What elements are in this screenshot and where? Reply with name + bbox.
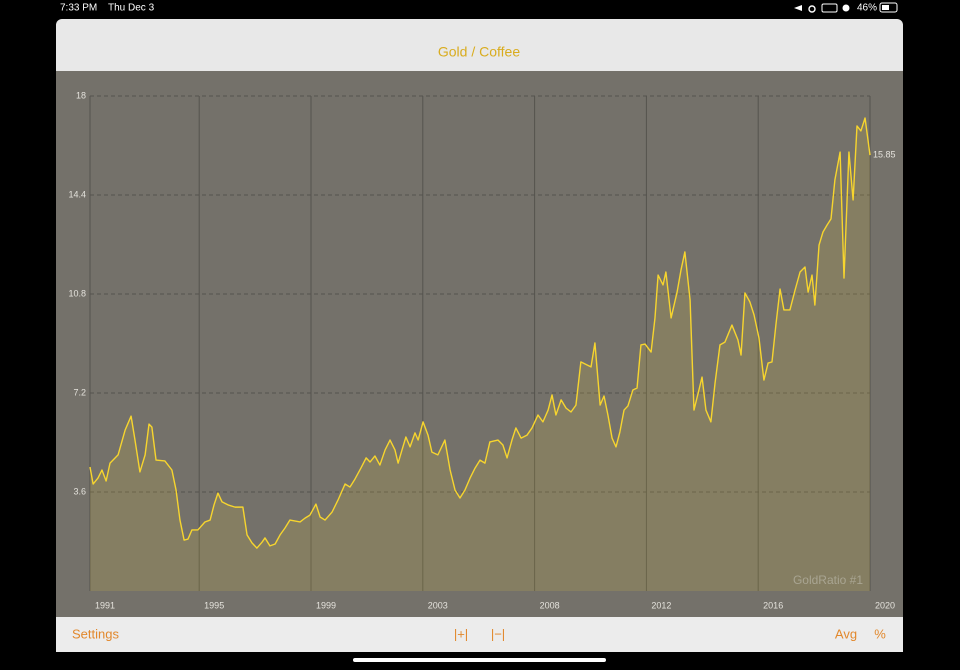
toolbar: [56, 617, 903, 652]
chart-title: Gold / Coffee: [438, 44, 520, 60]
header-bar-fill: [56, 60, 903, 71]
airplane-icon: [794, 5, 802, 11]
watermark: GoldRatio #1: [793, 573, 863, 587]
zoom-in-button[interactable]: |+|: [454, 626, 468, 641]
status-icons: [794, 3, 850, 13]
x-tick-label: 1999: [316, 600, 336, 610]
x-tick-label: 1995: [204, 600, 224, 610]
x-tick-label: 2016: [763, 600, 783, 610]
settings-button[interactable]: Settings: [72, 626, 119, 641]
x-tick-label: 2008: [540, 600, 560, 610]
battery-icon: [879, 2, 898, 13]
x-tick-label: 1991: [95, 600, 115, 610]
y-tick-label: 3.6: [73, 486, 86, 496]
status-date: Thu Dec 3: [108, 3, 155, 14]
y-tick-label: 7.2: [73, 387, 86, 397]
battery-level: [882, 5, 889, 10]
home-indicator: [353, 658, 606, 662]
vpn-icon: [821, 3, 838, 13]
line: [89, 117, 871, 549]
x-tick-label: 2003: [428, 600, 448, 610]
status-time: 7:33 PM: [60, 3, 97, 14]
percent-button[interactable]: %: [874, 626, 886, 641]
moon-icon: [842, 4, 850, 12]
header-bar: [56, 19, 903, 71]
wifi-icon: [808, 5, 816, 13]
status-battery: 46%: [857, 3, 877, 14]
x-tick-label: 2020: [875, 600, 895, 610]
y-tick-label: 18: [76, 90, 86, 100]
area: [90, 118, 870, 591]
y-tick-label: 14.4: [68, 189, 86, 199]
last-value-label: 15.85: [873, 150, 896, 160]
x-tick-label: 2012: [651, 600, 671, 610]
zoom-out-button[interactable]: |−|: [491, 626, 505, 641]
plot: 3.6 7.2 10.8 14.4 18 1991 1995 1999 2003 2008 2012…: [68, 90, 895, 610]
avg-button[interactable]: Avg: [835, 626, 857, 641]
chart-area: [56, 71, 903, 617]
y-tick-label: 10.8: [68, 288, 86, 298]
